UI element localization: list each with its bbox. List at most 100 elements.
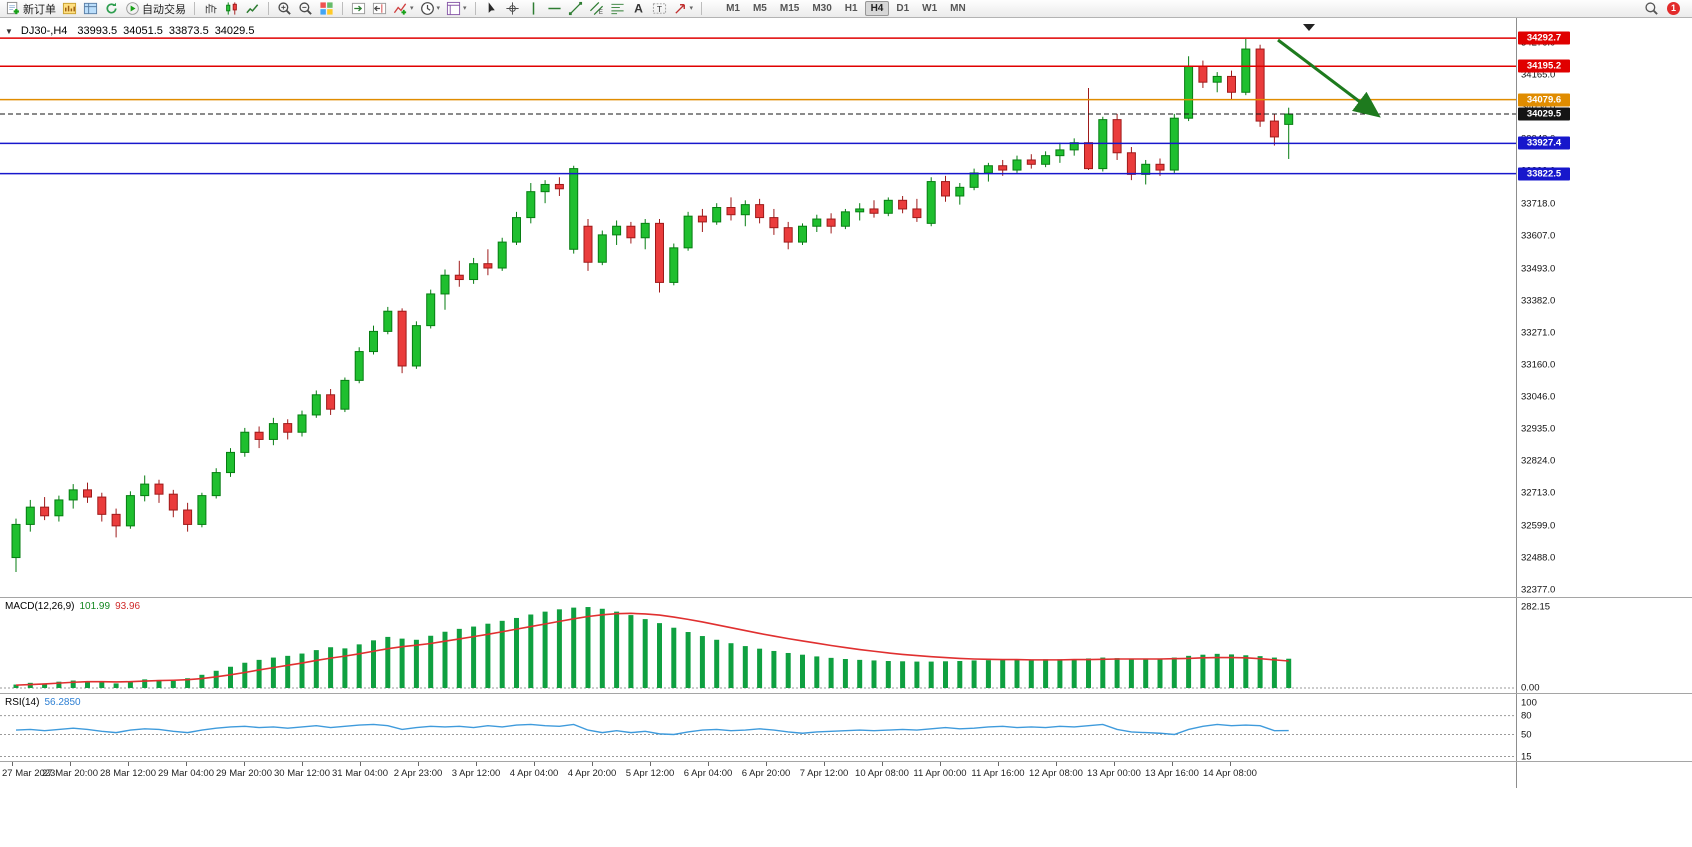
time-axis-tick [824, 762, 825, 766]
zoom-out-icon [299, 2, 312, 15]
toolbar-button-label: 新订单 [23, 3, 56, 16]
chart-line-button[interactable] [243, 1, 262, 17]
macd-panel[interactable]: MACD(12,26,9) 101.99 93.96 [0, 598, 1516, 693]
vertical-line-button[interactable] [524, 1, 543, 17]
macd-axis-max-label: 282.15 [1521, 601, 1551, 613]
toolbar-buttons: 新订单 自动交易 ▾ ▾ ▾ E A T ▾ [4, 1, 706, 17]
chart-shift-button[interactable] [370, 1, 389, 17]
dropdown-caret-icon: ▾ [436, 5, 441, 12]
cursor-icon [488, 2, 495, 13]
price-axis-label: 32824.0 [1521, 455, 1556, 467]
rsi-panel[interactable]: RSI(14) 56.2850 [0, 694, 1516, 761]
vline-icon [532, 2, 534, 15]
time-axis-label: 31 Mar 04:00 [332, 768, 388, 779]
time-axis-tick [534, 762, 535, 766]
trend-arrow-annotation[interactable] [1277, 38, 1381, 118]
timeframe-mn-button[interactable]: MN [950, 3, 966, 14]
profiles-button[interactable] [81, 1, 100, 17]
time-axis-label: 4 Apr 20:00 [567, 768, 617, 779]
text-label-button[interactable]: T [650, 1, 669, 17]
tile-windows-button[interactable] [317, 1, 336, 17]
time-axis-tick [186, 762, 187, 766]
text-button[interactable]: A [629, 1, 648, 17]
time-axis[interactable]: 27 Mar 2023 27 Mar 20:00 28 Mar 12:00 29 Ma… [0, 762, 1692, 788]
trendline-button[interactable] [566, 1, 585, 17]
time-axis-tick [360, 762, 361, 766]
clock-icon [420, 2, 434, 15]
periods-button[interactable]: ▾ [418, 1, 443, 17]
indicators-button[interactable]: ▾ [391, 1, 416, 17]
templates-icon [446, 1, 461, 16]
timeframe-m5-button[interactable]: M5 [752, 3, 767, 14]
chart-candles-button[interactable] [222, 1, 241, 17]
svg-text:T: T [656, 4, 661, 14]
auto-scroll-button[interactable] [349, 1, 368, 17]
macd-signal-line [15, 612, 1289, 686]
crosshair-button[interactable] [503, 1, 522, 17]
rsi-name: RSI(14) [5, 697, 40, 708]
price-axis-label: 33046.0 [1521, 391, 1556, 403]
time-axis-tick [244, 762, 245, 766]
rsi-axis-label: 80 [1521, 710, 1532, 722]
timeframe-h1-button[interactable]: H1 [844, 3, 858, 14]
time-axis-tick [882, 762, 883, 766]
ohlc-close: 34029.5 [214, 25, 255, 37]
time-axis-label: 29 Mar 04:00 [158, 768, 214, 779]
price-axis-label: 32488.0 [1521, 552, 1556, 564]
autotrading-button[interactable]: 自动交易 [123, 1, 188, 17]
current-price-badge: 34029.5 [1518, 107, 1570, 121]
macd-label: MACD(12,26,9) 101.99 93.96 [5, 601, 140, 612]
time-axis-label: 7 Apr 12:00 [799, 768, 849, 779]
equidistant-channel-button[interactable]: E [587, 1, 606, 17]
timeframe-m30-button[interactable]: M30 [812, 3, 832, 14]
cursor-button[interactable] [482, 1, 501, 17]
level-price-badge: 33822.5 [1518, 167, 1570, 181]
level-price-badge: 34292.7 [1518, 31, 1570, 45]
macd-name: MACD(12,26,9) [5, 601, 75, 612]
time-axis-label: 14 Apr 08:00 [1203, 768, 1257, 779]
price-axis[interactable]: 34276.034165.034054.033943.033832.033718… [1516, 18, 1692, 788]
time-axis-label: 27 Mar 2023 [2, 768, 56, 779]
horizontal-line-button[interactable] [545, 1, 564, 17]
price-axis-label: 33382.0 [1521, 295, 1556, 307]
hline-icon [547, 7, 561, 10]
templates-button[interactable]: ▾ [444, 1, 469, 17]
chart-macd-splitter[interactable] [0, 597, 1692, 598]
price-axis-label: 33160.0 [1521, 359, 1556, 371]
candles [11, 38, 1294, 572]
macd-rsi-splitter[interactable] [0, 693, 1692, 694]
scroll-end-marker-icon[interactable] [1303, 24, 1315, 31]
price-axis-label: 34054.0 [1521, 101, 1555, 112]
label-icon: T [652, 3, 666, 14]
charts-button[interactable] [60, 1, 79, 17]
ohlc-open: 33993.5 [77, 25, 118, 37]
main-chart-panel[interactable]: ▼ DJ30-,H4 33993.5 34051.5 33873.5 34029… [0, 18, 1516, 597]
time-axis-tick [1114, 762, 1115, 766]
search-button[interactable] [1642, 1, 1661, 17]
timeframe-d1-button[interactable]: D1 [896, 3, 910, 14]
zoom-in-button[interactable] [275, 1, 294, 17]
rsi-axis-label: 100 [1521, 697, 1537, 709]
profiles-icon [83, 2, 98, 15]
arrows-button[interactable]: ▾ [671, 1, 696, 17]
timeframe-m1-button[interactable]: M1 [726, 3, 740, 14]
new-order-button[interactable]: 新订单 [4, 1, 58, 17]
rsi-timeaxis-splitter[interactable] [0, 761, 1692, 762]
fibonacci-button[interactable] [608, 1, 627, 17]
time-axis-label: 3 Apr 12:00 [451, 768, 501, 779]
one-click-expander-icon[interactable]: ▼ [5, 26, 13, 36]
fibonacci-icon [610, 3, 624, 15]
timeframe-w1-button[interactable]: W1 [922, 3, 938, 14]
indicators-icon [393, 3, 407, 15]
refresh-button[interactable] [102, 1, 121, 17]
notification-badge[interactable]: 1 [1667, 2, 1680, 15]
toolbar-separator [194, 2, 195, 15]
chart-bars-button[interactable] [201, 1, 220, 17]
zoom-out-button[interactable] [296, 1, 315, 17]
dropdown-caret-icon: ▾ [410, 5, 414, 12]
time-axis-label: 13 Apr 00:00 [1087, 768, 1141, 779]
timeframe-h4-button[interactable]: H4 [864, 1, 890, 16]
time-axis-tick [592, 762, 593, 766]
text-icon: A [634, 2, 643, 16]
timeframe-m15-button[interactable]: M15 [779, 3, 800, 14]
